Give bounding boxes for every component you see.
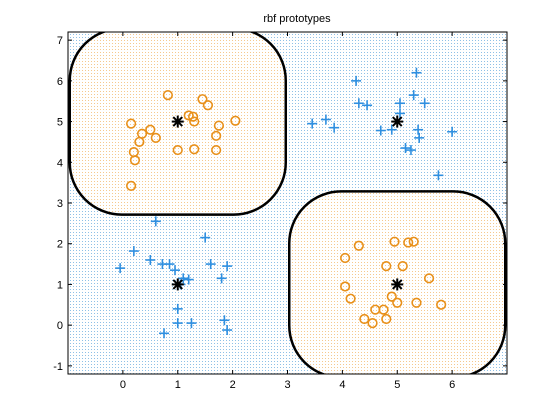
plus-point — [205, 259, 216, 270]
circle-point — [129, 155, 141, 166]
plus-point — [178, 273, 189, 284]
circle-point — [397, 261, 408, 272]
y-tick-label: 3 — [57, 198, 63, 210]
circle-point — [403, 237, 414, 248]
plus-point — [159, 328, 170, 339]
circle-point — [381, 313, 392, 325]
circle-point — [345, 293, 356, 304]
plus-point — [408, 90, 419, 101]
y-axis: -1 0 1 2 3 4 5 6 7 — [53, 35, 507, 373]
plus-point — [320, 114, 331, 125]
prototype-marker — [391, 115, 404, 128]
plus-point — [183, 274, 194, 285]
x-tick-label: 4 — [339, 379, 345, 391]
plus-point — [394, 108, 405, 119]
circle-point — [213, 120, 225, 131]
circle-point — [134, 136, 145, 148]
plus-point — [222, 261, 233, 272]
plus-point — [394, 98, 405, 109]
prototype-marker — [171, 278, 184, 291]
y-tick-label: 2 — [57, 239, 63, 251]
circle-point — [145, 124, 156, 135]
plus-point — [375, 125, 386, 136]
plot-area — [68, 32, 507, 374]
plus-point — [414, 132, 425, 143]
plus-point — [222, 325, 233, 336]
circle-point — [211, 130, 222, 141]
plus-point — [351, 75, 362, 86]
plus-point — [172, 318, 183, 329]
plus-point — [353, 98, 364, 109]
circle-point — [211, 144, 222, 156]
x-tick-label: 1 — [175, 379, 181, 391]
circle-point — [392, 297, 403, 308]
plus-point — [413, 124, 424, 135]
circle-point — [126, 180, 137, 191]
circle-point — [359, 313, 370, 325]
circle-point — [202, 100, 214, 111]
circle-point — [367, 318, 378, 329]
plus-point — [219, 315, 230, 326]
plus-point — [419, 98, 430, 109]
circle-point — [230, 115, 241, 126]
circle-point — [340, 252, 351, 264]
circle-point — [408, 236, 419, 247]
plus-point — [400, 143, 411, 154]
y-tick-label: 4 — [57, 157, 63, 169]
circle-point — [183, 110, 194, 121]
circle-point — [411, 297, 422, 308]
plus-point — [386, 124, 397, 135]
circle-point — [381, 261, 392, 272]
circle-point — [340, 281, 351, 292]
circle-point — [436, 299, 447, 310]
plus-point — [164, 259, 175, 270]
circle-point — [189, 144, 200, 155]
plus-point — [405, 145, 416, 156]
y-tick-label: 0 — [57, 320, 63, 332]
y-tick-label: 7 — [57, 35, 63, 47]
x-tick-label: 2 — [230, 379, 236, 391]
circle-point — [188, 111, 199, 122]
x-tick-label: 3 — [284, 379, 290, 391]
y-tick-label: 6 — [57, 76, 63, 88]
plus-point — [115, 263, 126, 274]
circle-point — [197, 94, 208, 105]
y-tick-label: 5 — [57, 117, 63, 129]
circle-point — [126, 118, 137, 129]
plus-point — [362, 100, 373, 111]
chart-title: rbf prototypes — [263, 13, 331, 25]
y-tick-label: -1 — [53, 361, 63, 373]
plus-point — [128, 246, 139, 257]
circle-point — [389, 236, 400, 247]
circle-point — [423, 273, 435, 284]
circle-point — [378, 304, 389, 315]
x-tick-label: 0 — [120, 379, 126, 391]
plus-point — [150, 216, 161, 227]
plus-point — [170, 265, 181, 276]
circle-point — [189, 116, 200, 127]
plus-point — [447, 126, 458, 137]
y-tick-label: 1 — [57, 279, 63, 291]
circle-point — [150, 132, 161, 143]
prototype-marker — [391, 278, 404, 291]
plus-point — [186, 318, 197, 329]
plus-point — [172, 303, 183, 314]
circle-point — [386, 291, 397, 302]
plus-point — [216, 273, 227, 284]
plus-point — [200, 232, 211, 243]
prototype-marker — [171, 115, 184, 128]
plus-point — [329, 122, 340, 133]
circle-point — [353, 240, 364, 251]
circle-point — [172, 144, 183, 156]
plus-point — [145, 255, 156, 265]
x-tick-label: 5 — [394, 379, 400, 391]
plus-point — [433, 170, 444, 181]
x-tick-label: 6 — [449, 379, 455, 391]
x-axis: 0 1 2 3 4 5 6 — [120, 32, 455, 391]
circle-point — [162, 90, 173, 101]
plus-point — [411, 67, 422, 78]
plus-point — [307, 118, 318, 129]
